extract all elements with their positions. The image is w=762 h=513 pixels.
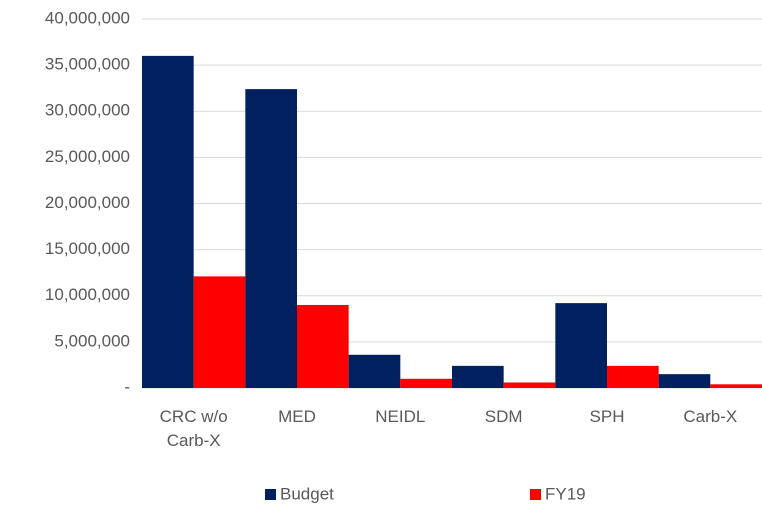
y-tick-label: - [124,377,130,396]
bar [400,378,452,388]
y-tick-label: 40,000,000 [45,8,130,27]
legend-item: FY19 [530,484,586,503]
y-tick-label: 25,000,000 [45,147,130,166]
legend-item: Budget [265,484,334,503]
y-tick-label: 35,000,000 [45,55,130,74]
bar [297,304,349,388]
bar [348,354,401,388]
x-tick-label: NEIDL [375,407,426,426]
bar [555,303,607,388]
bar [503,382,556,388]
legend-swatch [530,489,541,500]
bar [193,276,246,388]
x-tick-label: MED [278,407,316,426]
y-tick-label: 15,000,000 [45,239,130,258]
legend-label: Budget [280,484,334,503]
y-tick-label: 5,000,000 [54,331,130,350]
x-tick-label: Carb-X [683,407,738,426]
y-tick-label: 20,000,000 [45,193,130,212]
y-tick-label: 30,000,000 [45,101,130,120]
x-tick-label: SPH [589,407,625,426]
x-tick-label: SDM [484,407,523,426]
legend-swatch [265,489,276,500]
y-tick-label: 10,000,000 [45,285,130,304]
bar [452,365,504,388]
legend-label: FY19 [545,484,586,503]
bar [142,55,194,389]
bar [245,89,297,389]
bar [607,365,659,388]
bar [658,374,711,388]
bar [710,384,762,388]
x-tick-label: CRC w/o Carb-X [159,407,228,450]
